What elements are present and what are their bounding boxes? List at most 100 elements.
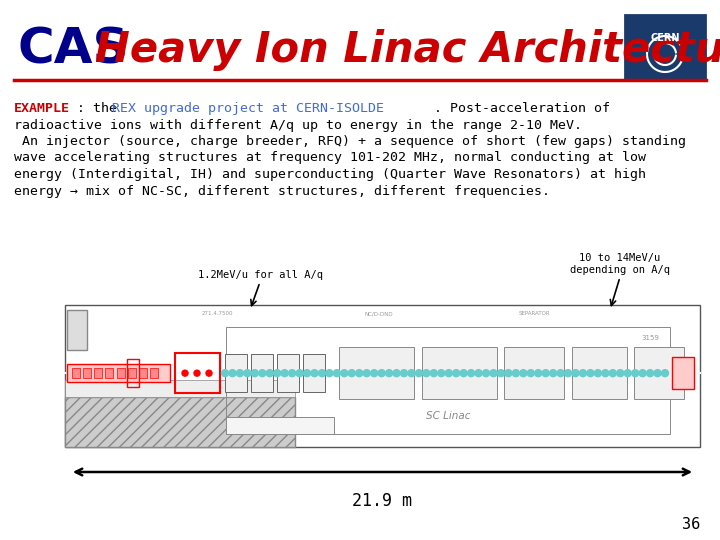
Circle shape bbox=[400, 370, 408, 377]
Bar bbox=[127, 368, 135, 378]
Circle shape bbox=[236, 370, 243, 377]
Text: CAS: CAS bbox=[18, 26, 130, 74]
Circle shape bbox=[206, 370, 212, 376]
Circle shape bbox=[431, 370, 437, 377]
Circle shape bbox=[423, 370, 430, 377]
Bar bbox=[225, 354, 247, 392]
Circle shape bbox=[363, 370, 370, 377]
Circle shape bbox=[182, 370, 188, 376]
Text: 0.250 m/m...: 0.250 m/m... bbox=[100, 372, 135, 377]
Circle shape bbox=[348, 370, 355, 377]
Bar bbox=[251, 354, 273, 392]
Bar bbox=[117, 368, 125, 378]
Text: 3159: 3159 bbox=[641, 335, 659, 341]
Circle shape bbox=[662, 370, 668, 377]
Bar bbox=[175, 353, 220, 393]
Bar bbox=[65, 305, 700, 447]
Circle shape bbox=[602, 370, 609, 377]
Circle shape bbox=[371, 370, 378, 377]
Text: QWR-N4: QWR-N4 bbox=[523, 383, 546, 388]
Bar bbox=[572, 347, 627, 399]
Circle shape bbox=[580, 370, 587, 377]
Bar bbox=[422, 347, 497, 399]
Circle shape bbox=[624, 370, 631, 377]
Circle shape bbox=[282, 370, 288, 377]
Circle shape bbox=[587, 370, 594, 377]
Text: : the: : the bbox=[77, 102, 125, 115]
Circle shape bbox=[557, 370, 564, 377]
Circle shape bbox=[535, 370, 541, 377]
Text: REX upgrade project at CERN-ISOLDE: REX upgrade project at CERN-ISOLDE bbox=[112, 102, 384, 115]
Circle shape bbox=[244, 370, 251, 377]
Circle shape bbox=[258, 370, 266, 377]
Text: Heavy Ion Linac Architecture: Heavy Ion Linac Architecture bbox=[95, 29, 720, 71]
Circle shape bbox=[333, 370, 341, 377]
Circle shape bbox=[304, 370, 310, 377]
Circle shape bbox=[542, 370, 549, 377]
Circle shape bbox=[654, 370, 661, 377]
Text: 271.4.7500: 271.4.7500 bbox=[202, 311, 233, 316]
Circle shape bbox=[356, 370, 363, 377]
Bar bbox=[339, 347, 414, 399]
Bar bbox=[672, 357, 694, 389]
Circle shape bbox=[415, 370, 423, 377]
Circle shape bbox=[647, 370, 654, 377]
Bar bbox=[127, 359, 139, 387]
Text: wave accelerating structures at frequency 101-202 MHz, normal conducting at low: wave accelerating structures at frequenc… bbox=[14, 152, 646, 165]
Circle shape bbox=[274, 370, 281, 377]
Circle shape bbox=[520, 370, 527, 377]
Circle shape bbox=[386, 370, 392, 377]
Circle shape bbox=[549, 370, 557, 377]
Text: 1.2MeV/u for all A/q: 1.2MeV/u for all A/q bbox=[197, 270, 323, 280]
Bar bbox=[625, 15, 705, 80]
Bar bbox=[226, 417, 334, 434]
Circle shape bbox=[482, 370, 490, 377]
Circle shape bbox=[296, 370, 303, 377]
Bar bbox=[94, 368, 102, 378]
Circle shape bbox=[639, 370, 646, 377]
Bar bbox=[72, 368, 80, 378]
Text: EXAMPLE: EXAMPLE bbox=[14, 102, 70, 115]
Circle shape bbox=[527, 370, 534, 377]
Text: CERN: CERN bbox=[650, 33, 680, 43]
Circle shape bbox=[453, 370, 459, 377]
Bar bbox=[226, 327, 670, 434]
Circle shape bbox=[513, 370, 519, 377]
Circle shape bbox=[609, 370, 616, 377]
Circle shape bbox=[467, 370, 474, 377]
Text: radioactive ions with different A/q up to energy in the range 2-10 MeV.: radioactive ions with different A/q up t… bbox=[14, 118, 582, 132]
Circle shape bbox=[498, 370, 505, 377]
Bar bbox=[277, 354, 299, 392]
Bar bbox=[303, 354, 325, 392]
Circle shape bbox=[393, 370, 400, 377]
Circle shape bbox=[289, 370, 296, 377]
Bar bbox=[65, 380, 295, 397]
Text: SC Linac: SC Linac bbox=[426, 411, 470, 421]
Bar bbox=[67, 310, 87, 350]
Text: IH-T401: IH-T401 bbox=[343, 383, 364, 388]
Circle shape bbox=[311, 370, 318, 377]
Text: SEPARATOR: SEPARATOR bbox=[518, 311, 550, 316]
Bar bbox=[65, 397, 295, 447]
Circle shape bbox=[251, 370, 258, 377]
Bar bbox=[139, 368, 147, 378]
Text: 10 to 14MeV/u
depending on A/q: 10 to 14MeV/u depending on A/q bbox=[570, 253, 670, 275]
Circle shape bbox=[341, 370, 348, 377]
Circle shape bbox=[505, 370, 512, 377]
Circle shape bbox=[564, 370, 572, 377]
Circle shape bbox=[438, 370, 445, 377]
Circle shape bbox=[595, 370, 601, 377]
Circle shape bbox=[490, 370, 497, 377]
Circle shape bbox=[617, 370, 624, 377]
Text: energy → mix of NC-SC, different structures, different frequencies.: energy → mix of NC-SC, different structu… bbox=[14, 185, 550, 198]
Circle shape bbox=[460, 370, 467, 377]
Bar bbox=[67, 364, 170, 382]
Circle shape bbox=[326, 370, 333, 377]
Circle shape bbox=[222, 370, 228, 377]
Text: . Post-acceleration of: . Post-acceleration of bbox=[434, 102, 610, 115]
Circle shape bbox=[378, 370, 385, 377]
Bar bbox=[83, 368, 91, 378]
Circle shape bbox=[572, 370, 579, 377]
Circle shape bbox=[266, 370, 274, 377]
Text: 21.9 m: 21.9 m bbox=[353, 492, 413, 510]
